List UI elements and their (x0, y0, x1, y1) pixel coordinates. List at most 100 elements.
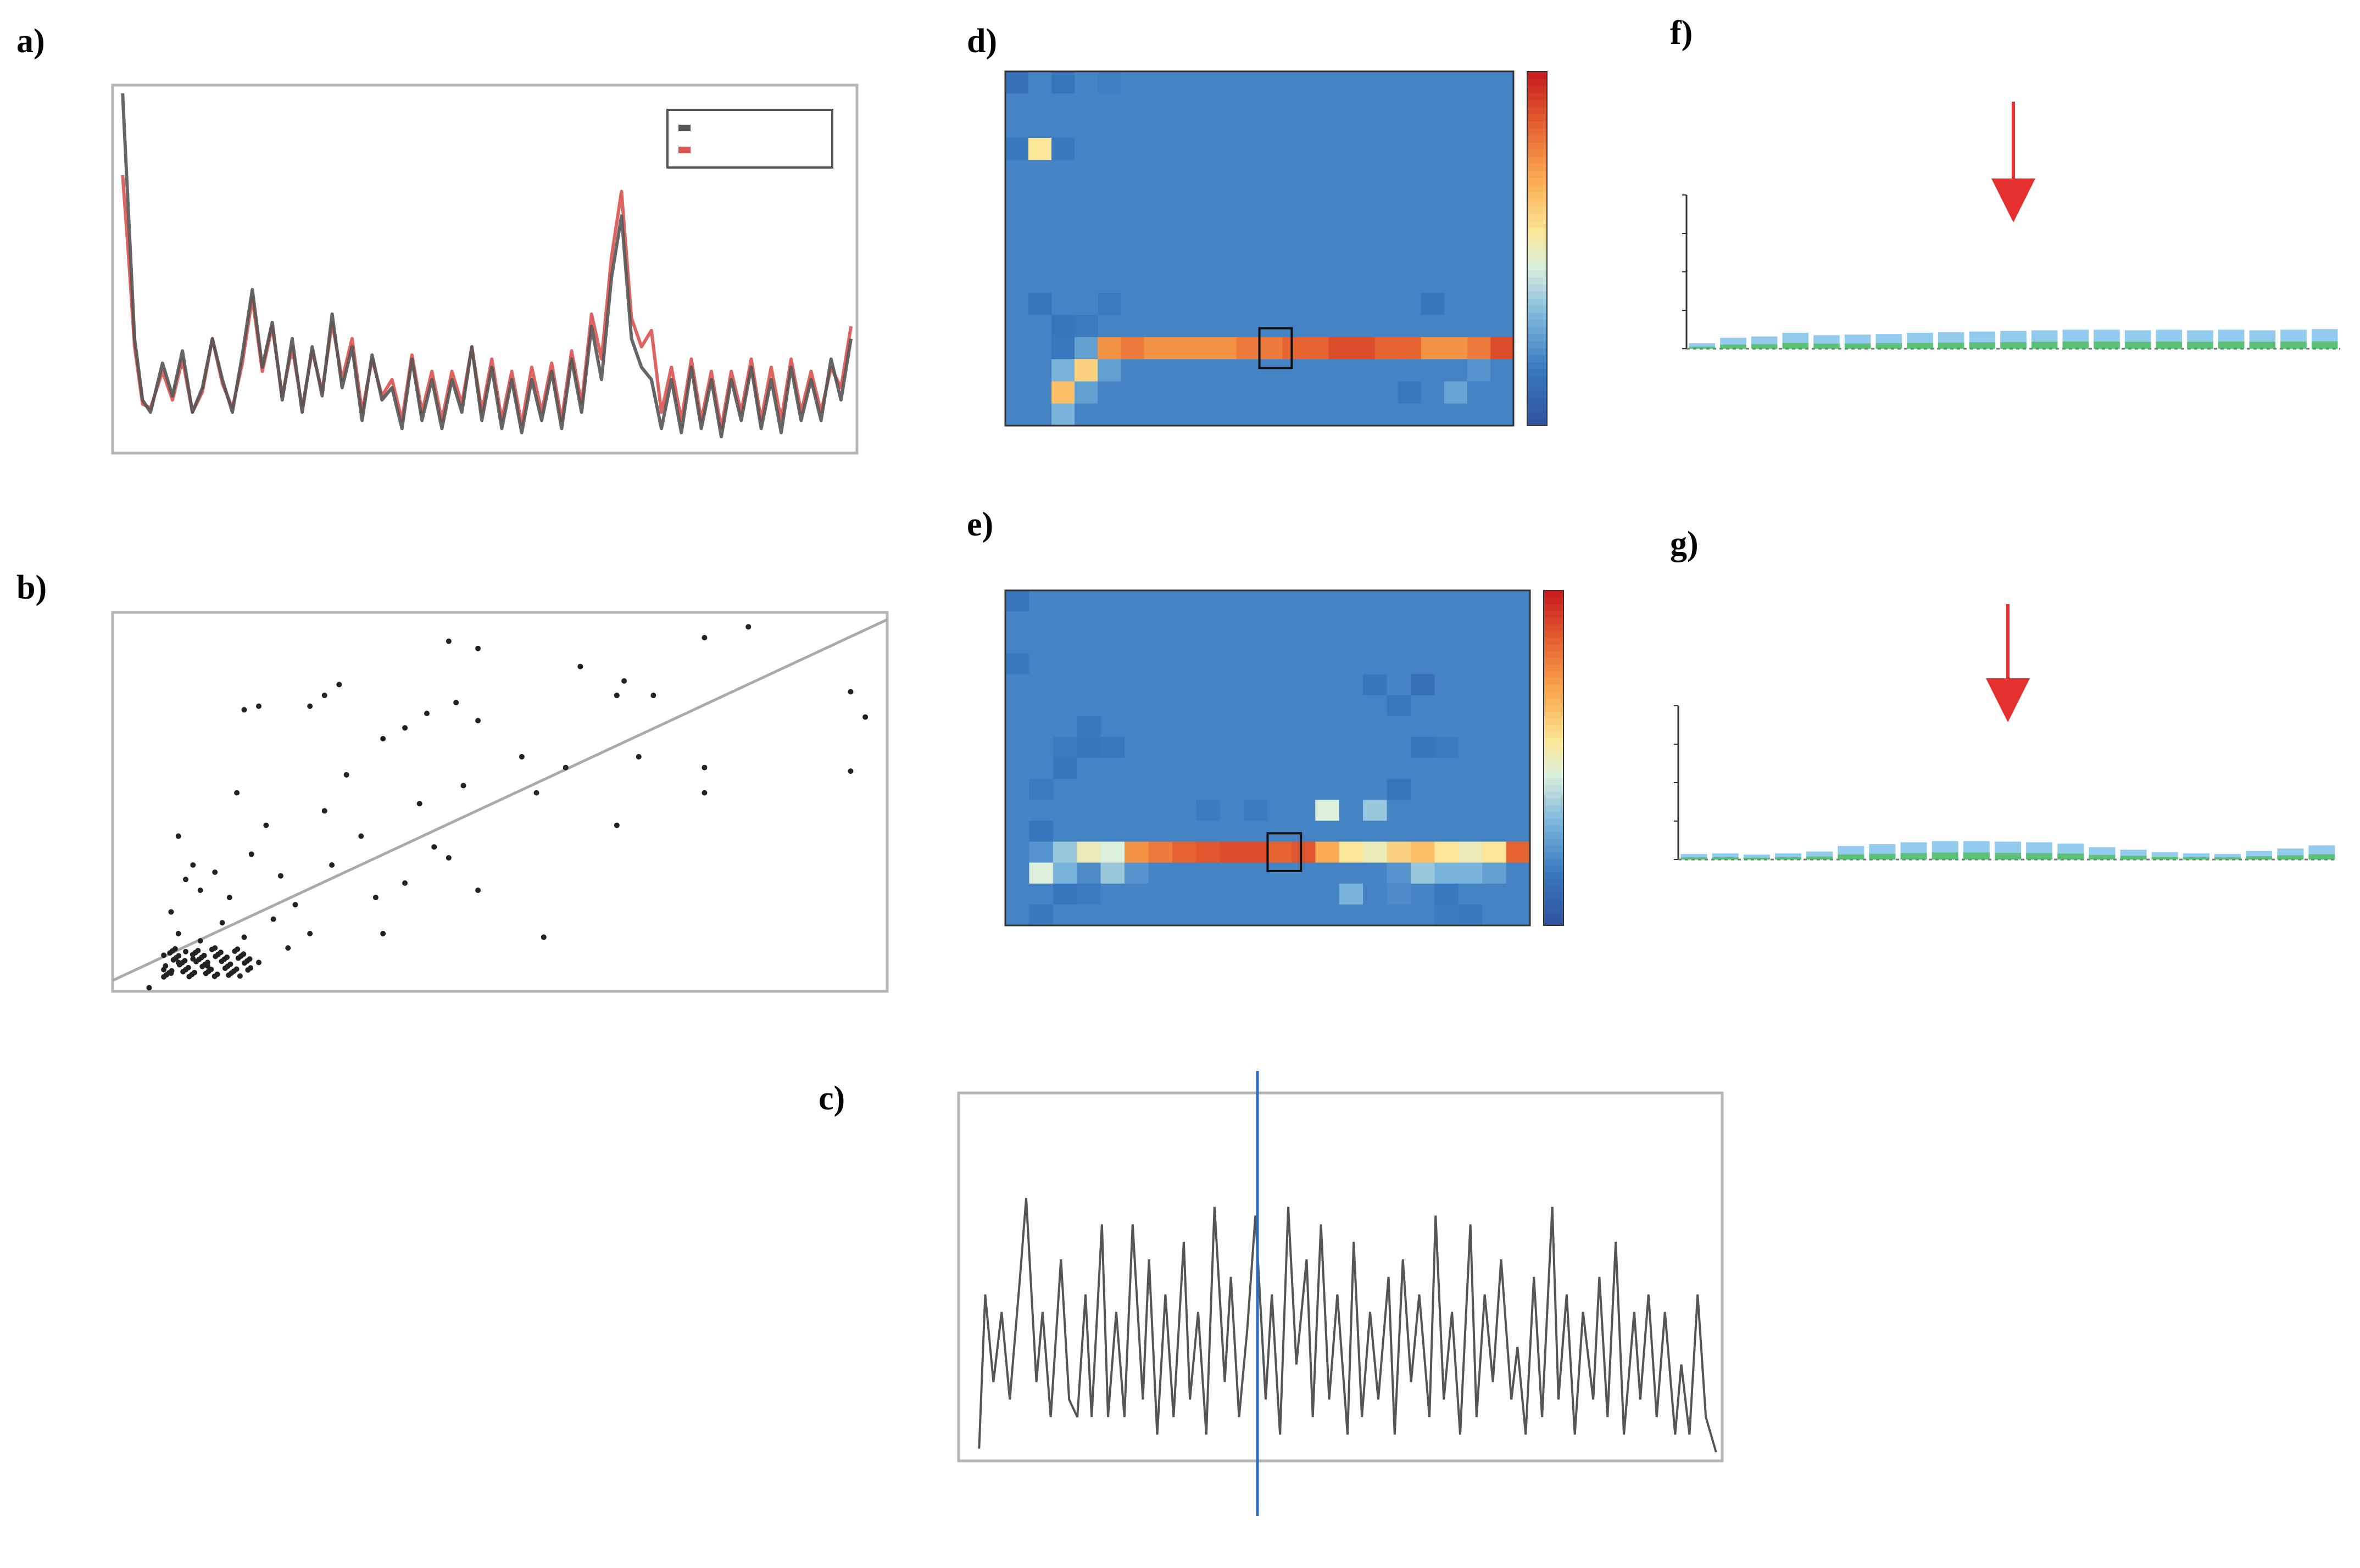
heatmap-cell (1236, 204, 1260, 227)
heatmap-cell (1075, 137, 1098, 160)
scatter-point (212, 869, 218, 875)
heatmap-cell (1172, 841, 1196, 863)
heatmap-cell (1075, 160, 1098, 183)
heatmap-cell (1172, 800, 1196, 821)
heatmap-cell (1467, 359, 1491, 382)
heatmap-cell (1028, 160, 1052, 183)
heatmap-cell (1482, 862, 1507, 884)
heatmap-cell (1005, 779, 1029, 800)
heatmap-cell (1148, 611, 1173, 633)
logo-minor-letters (1995, 852, 2021, 860)
heatmap-cell (1374, 293, 1399, 315)
heatmap-cell (1458, 590, 1483, 612)
heatmap-cell (1339, 862, 1363, 884)
heatmap-cell (1051, 337, 1075, 360)
colorbar-segment (1527, 192, 1547, 199)
heatmap-cell (1125, 736, 1149, 758)
heatmap-cell (1339, 758, 1363, 779)
heatmap-cell (1411, 736, 1435, 758)
colorbar-segment (1527, 397, 1547, 405)
heatmap-cell (1387, 590, 1411, 612)
heatmap-cell (1305, 359, 1329, 382)
heatmap-cell (1148, 862, 1173, 884)
colorbar-segment (1544, 851, 1563, 859)
heatmap-cell (1100, 904, 1125, 926)
heatmap-cell (1482, 611, 1507, 633)
heatmap-cell (1144, 337, 1167, 360)
heatmap-cell (1100, 632, 1125, 654)
heatmap-cell (1328, 270, 1352, 293)
heatmap-cell (1458, 695, 1483, 717)
heatmap-cell (1506, 590, 1530, 612)
heatmap-cell (1028, 115, 1052, 138)
heatmap-cell (1490, 93, 1514, 116)
arrow-head (1991, 178, 2035, 222)
colorbar-segment (1544, 650, 1563, 658)
heatmap-cell (1100, 736, 1125, 758)
heatmap-cell (1125, 779, 1149, 800)
heatmap-cell (1053, 674, 1077, 696)
heatmap-cell (1190, 270, 1214, 293)
heatmap-cell (1051, 248, 1075, 271)
heatmap-cell (1339, 632, 1363, 654)
heatmap-cell (1190, 381, 1214, 404)
heatmap-cell (1351, 359, 1376, 382)
heatmap-cell (1387, 716, 1411, 738)
heatmap-cell (1490, 71, 1514, 94)
heatmap-cell (1053, 611, 1077, 633)
heatmap-cell (1172, 758, 1196, 779)
heatmap-cell (1121, 337, 1144, 360)
heatmap-cell (1167, 226, 1190, 249)
heatmap-cell (1351, 204, 1376, 227)
heatmap-cell (1328, 315, 1352, 338)
heatmap-cell (1005, 695, 1029, 717)
colorbar-segment (1544, 905, 1563, 913)
colorbar-segment (1527, 348, 1547, 355)
heatmap-cell (1172, 590, 1196, 612)
heatmap-cell (1291, 800, 1316, 821)
heatmap-cell (1144, 115, 1167, 138)
heatmap-cell (1220, 862, 1244, 884)
heatmap-cell (1196, 800, 1221, 821)
colorbar-segment (1544, 697, 1563, 705)
heatmap-cell (1291, 904, 1316, 926)
colorbar-segment (1544, 892, 1563, 899)
heatmap-cell (1363, 904, 1388, 926)
heatmap-cell (1305, 226, 1329, 249)
legend-box (666, 109, 833, 169)
scatter-point (208, 967, 214, 973)
scatter-point (380, 930, 386, 936)
heatmap-cell (1259, 359, 1283, 382)
heatmap-cell (1077, 716, 1101, 738)
heatmap-cell (1351, 93, 1376, 116)
colorbar-segment (1527, 142, 1547, 150)
heatmap-cell (1421, 381, 1445, 404)
heatmap-cell (1220, 611, 1244, 633)
logo-minor-letters (1875, 343, 1902, 349)
heatmap-cell (1291, 779, 1316, 800)
panel-label-g: g) (1670, 525, 1699, 562)
heatmap-cell (1121, 115, 1144, 138)
heatmap-cell (1421, 204, 1445, 227)
heatmap-cell (1196, 821, 1221, 842)
heatmap-cell (1172, 674, 1196, 696)
scatter-point (241, 951, 247, 957)
colorbar-segment (1544, 771, 1563, 779)
heatmap-cell (1267, 653, 1292, 675)
heatmap-cell (1144, 248, 1167, 271)
heatmap-cell (1506, 716, 1530, 738)
colorbar-segment (1544, 724, 1563, 732)
heatmap-cell (1434, 632, 1459, 654)
scatter-point (182, 958, 188, 964)
heatmap-cell (1053, 653, 1077, 675)
heatmap-cell (1490, 137, 1514, 160)
colorbar-segment (1544, 845, 1563, 852)
heatmap-cell (1411, 590, 1435, 612)
scatter-point (235, 946, 241, 952)
logo-minor-letters (2249, 342, 2276, 349)
heatmap-cell (1098, 403, 1121, 426)
heatmap-cell (1363, 883, 1388, 905)
scatter-point (519, 754, 525, 760)
heatmap-cell (1125, 674, 1149, 696)
scatter-point (702, 790, 708, 796)
